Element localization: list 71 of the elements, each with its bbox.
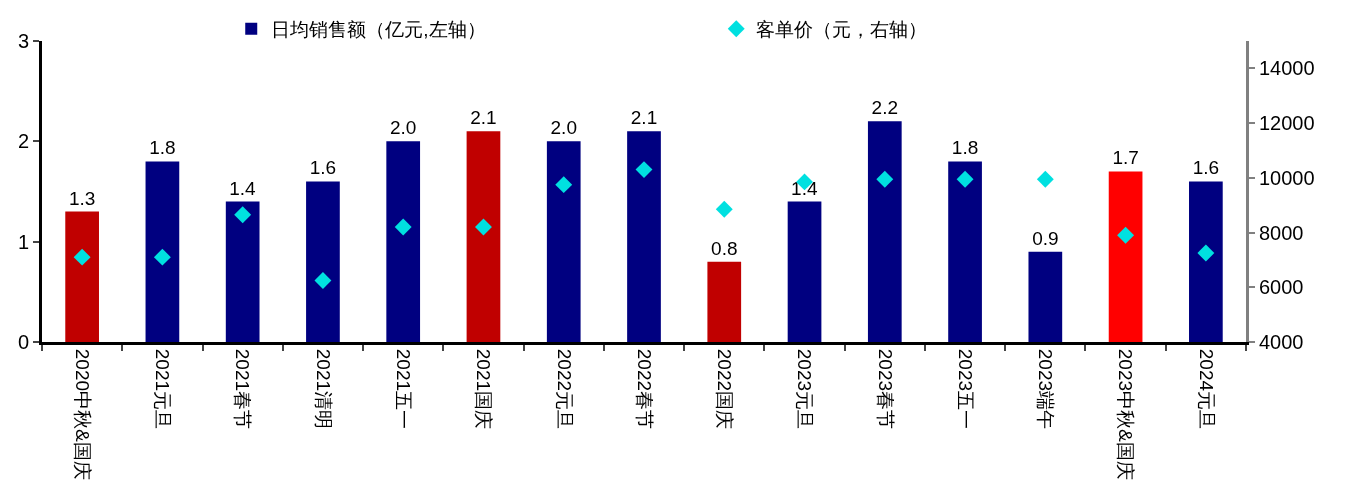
y-tick-label: 3 <box>17 30 29 52</box>
data-label: 1.3 <box>68 187 96 209</box>
x-tick-label: 2023五一 <box>954 348 976 430</box>
bar <box>145 161 180 342</box>
data-label: 0.9 <box>1032 227 1059 249</box>
bar <box>546 141 581 342</box>
bar <box>787 201 822 342</box>
data-label: 1.8 <box>149 137 176 159</box>
data-label: 1.8 <box>951 137 979 159</box>
data-label: 1.7 <box>1112 147 1139 169</box>
y2-tick-label: 4000 <box>1259 331 1304 353</box>
x-tick-label: 2023端午 <box>1035 348 1057 430</box>
x-tick-label: 2022春节 <box>633 348 655 430</box>
y-tick-label: 2 <box>17 130 29 153</box>
y2-tick-label: 14000 <box>1259 57 1315 80</box>
y-tick-label: 1 <box>17 230 29 253</box>
point <box>635 161 653 179</box>
y2-tick-label: 8000 <box>1259 221 1304 244</box>
bar <box>707 261 742 342</box>
data-label: 2.0 <box>389 117 417 139</box>
bar <box>65 211 99 342</box>
point <box>1197 244 1215 262</box>
x-tick-label: 2021春节 <box>232 348 254 430</box>
x-tick-label: 2021清明 <box>312 348 334 430</box>
data-label: 2.2 <box>871 97 899 119</box>
point <box>1117 226 1135 244</box>
bar <box>867 121 902 342</box>
data-label: 2.1 <box>630 107 658 129</box>
y2-tick-label: 12000 <box>1259 112 1315 135</box>
point <box>555 176 573 194</box>
y-tick-label: 0 <box>17 331 29 353</box>
x-tick-label: 2022元旦 <box>553 348 575 430</box>
bar <box>1189 181 1223 342</box>
bar <box>225 201 260 342</box>
x-tick-label: 2024元旦 <box>1195 348 1217 430</box>
data-label: 0.8 <box>711 237 738 259</box>
point <box>394 218 412 236</box>
x-tick-label: 2023中秋&国庆 <box>1115 348 1137 480</box>
data-label: 1.6 <box>309 157 337 179</box>
point <box>956 170 974 188</box>
x-tick-label: 2023元旦 <box>794 348 816 430</box>
point <box>153 248 171 266</box>
point <box>1036 170 1054 188</box>
point <box>715 200 733 218</box>
y2-tick-label: 10000 <box>1259 166 1315 189</box>
bar <box>627 131 661 342</box>
point <box>234 206 252 224</box>
bar <box>1028 251 1063 342</box>
x-tick-label: 2021元旦 <box>152 348 174 430</box>
bar <box>1108 171 1143 342</box>
x-tick-label: 2021五一 <box>393 348 415 430</box>
data-label: 1.4 <box>791 177 818 199</box>
bar <box>386 141 421 342</box>
point <box>876 170 894 188</box>
x-tick-label: 2020中秋&国庆 <box>71 348 93 480</box>
bar <box>306 181 340 342</box>
point <box>73 248 91 266</box>
data-label: 2.1 <box>470 107 497 129</box>
data-label: 2.0 <box>550 117 577 139</box>
point <box>314 271 332 289</box>
legend-label: 日均销售额（亿元,左轴） <box>271 19 486 41</box>
bar <box>948 161 982 342</box>
x-tick-label: 2023春节 <box>874 348 896 430</box>
point <box>475 218 492 236</box>
bar <box>466 131 501 342</box>
data-label: 1.4 <box>229 177 257 199</box>
legend-label: 客单价（元，右轴） <box>756 19 928 41</box>
x-tick-label: 2021国庆 <box>473 348 495 430</box>
x-tick-label: 2022国庆 <box>714 348 736 430</box>
data-label: 1.6 <box>1192 157 1220 179</box>
y2-tick-label: 6000 <box>1259 276 1304 299</box>
